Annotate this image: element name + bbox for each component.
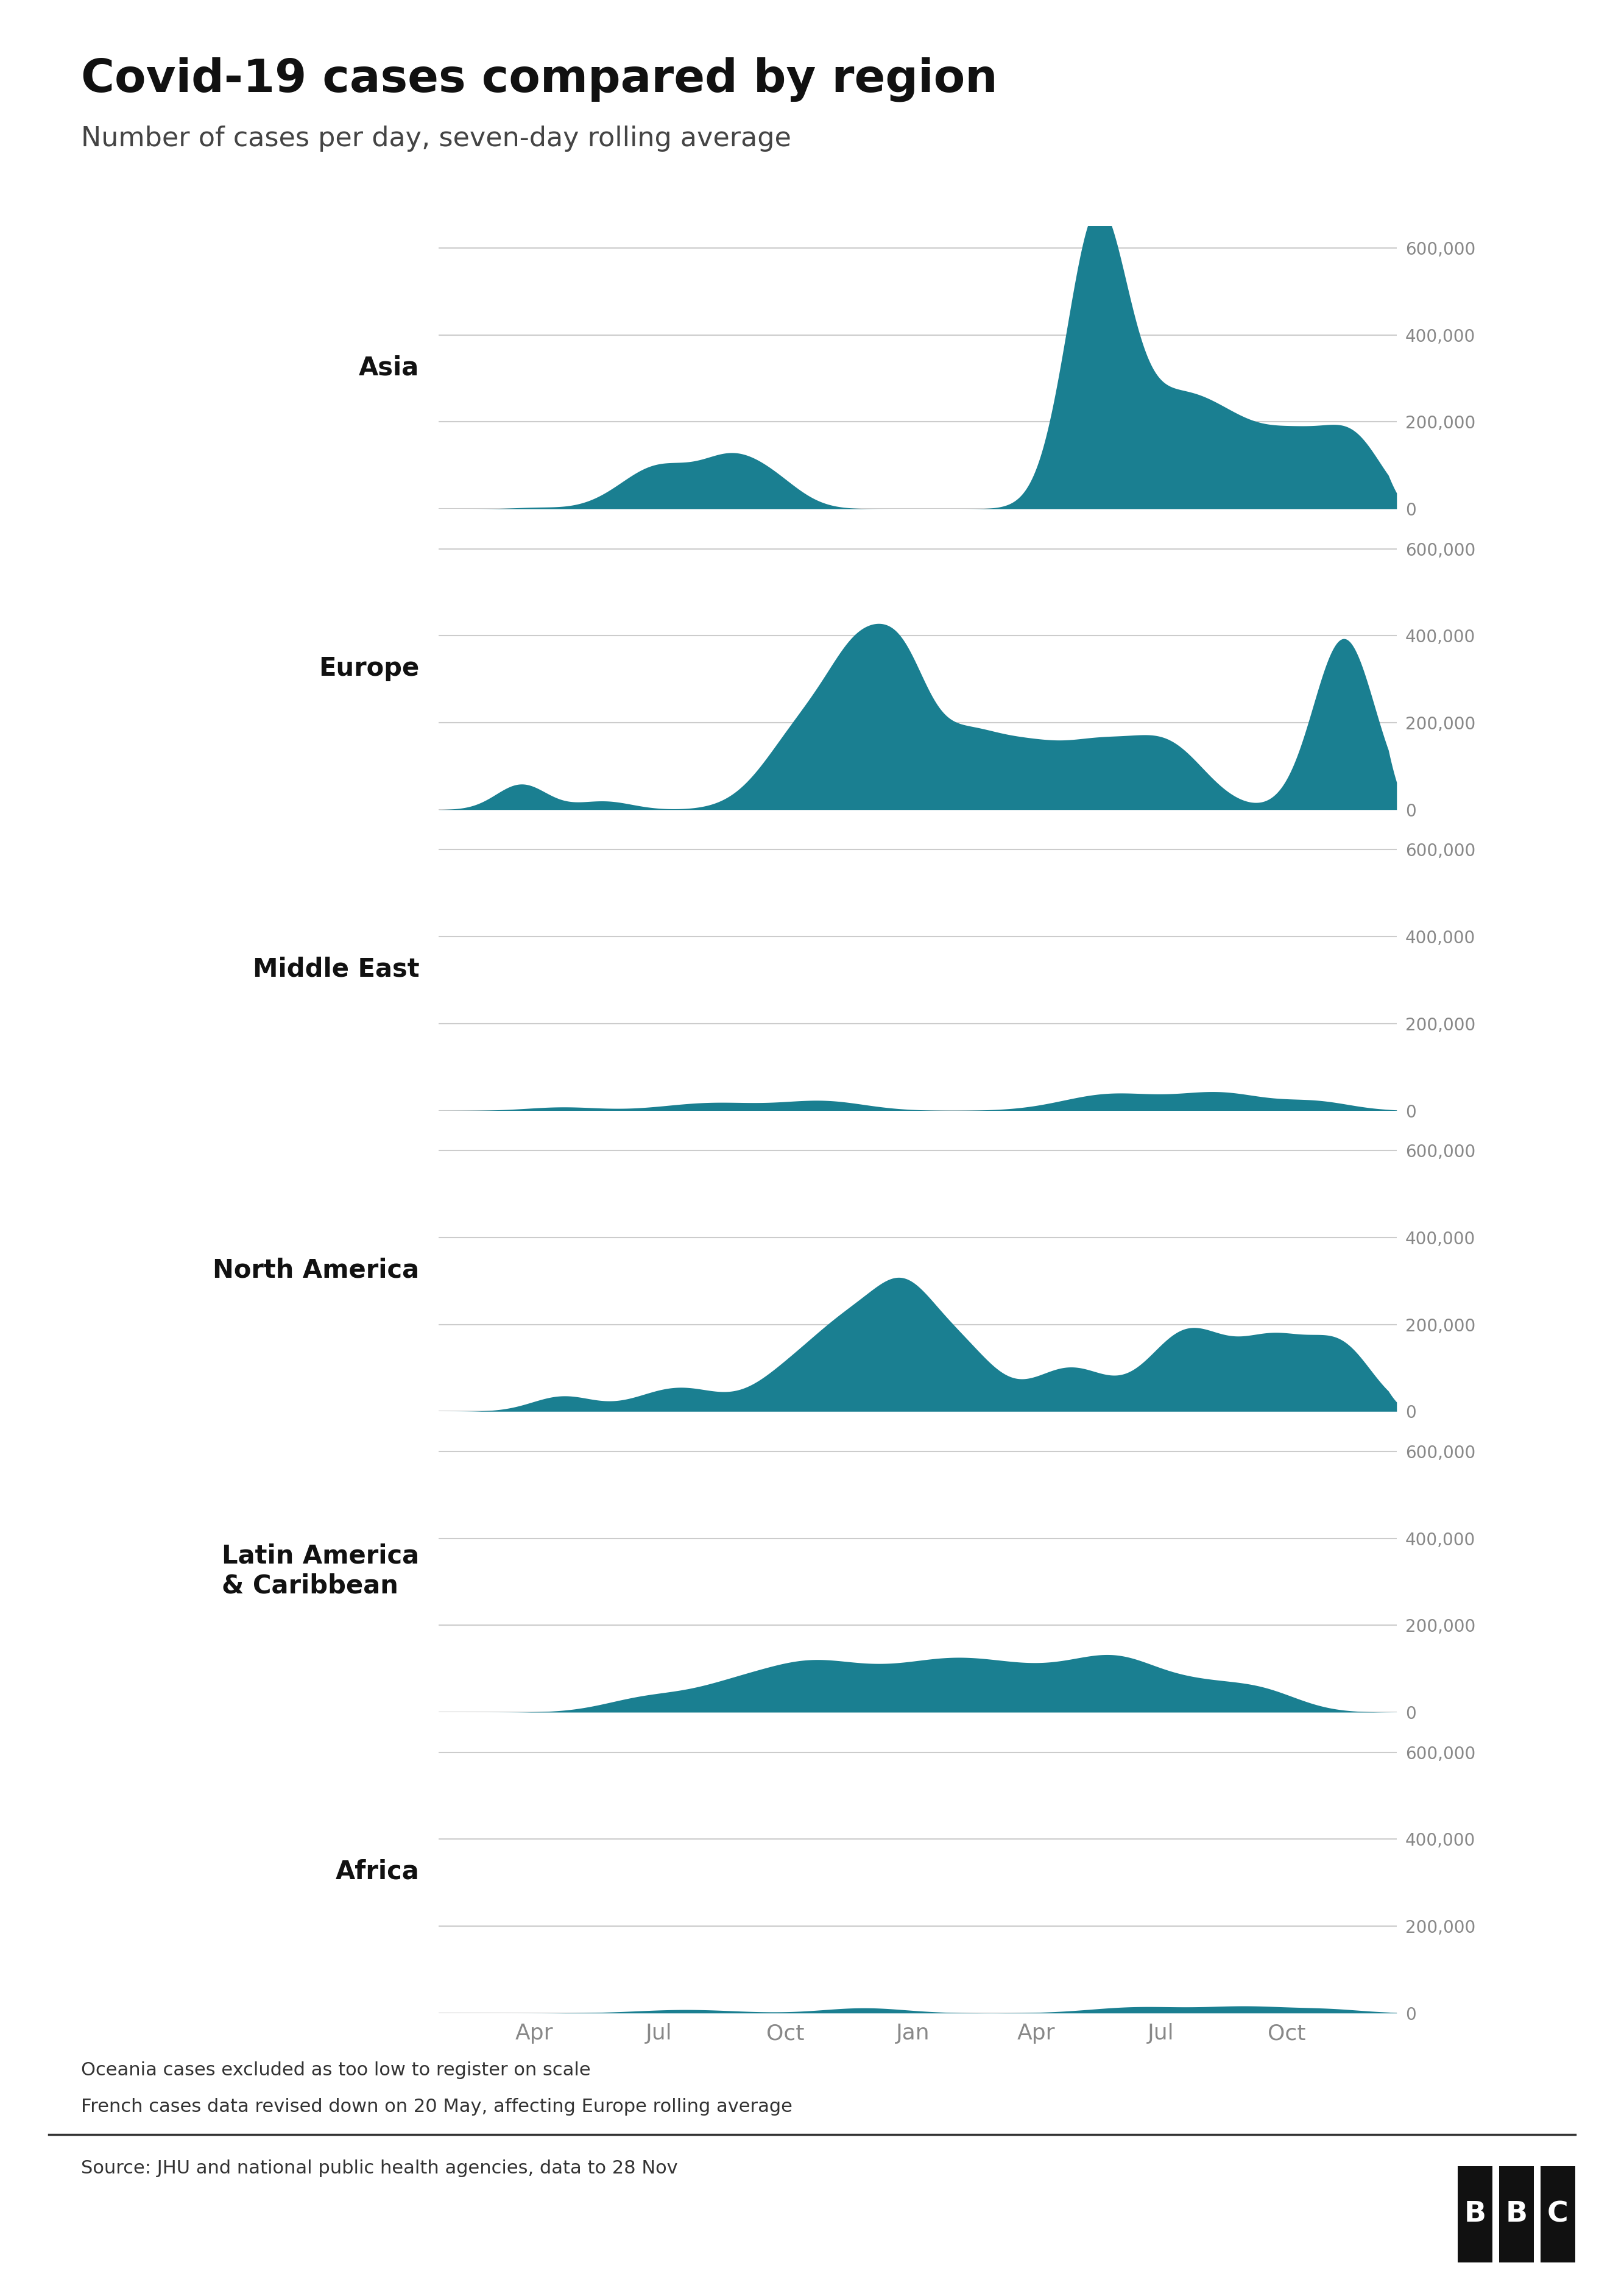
Text: B: B [1505, 2200, 1528, 2228]
Text: Oceania cases excluded as too low to register on scale: Oceania cases excluded as too low to reg… [81, 2061, 591, 2079]
Text: Latin America
& Caribbean: Latin America & Caribbean [222, 1542, 419, 1599]
Text: North America: North America [213, 1257, 419, 1282]
Text: B: B [1465, 2200, 1486, 2228]
Text: Source: JHU and national public health agencies, data to 28 Nov: Source: JHU and national public health a… [81, 2159, 677, 2178]
Text: Covid-19 cases compared by region: Covid-19 cases compared by region [81, 57, 997, 103]
Text: Europe: Europe [318, 656, 419, 681]
Text: Africa: Africa [336, 1860, 419, 1885]
Text: C: C [1548, 2200, 1569, 2228]
Text: Middle East: Middle East [253, 957, 419, 983]
Text: Asia: Asia [359, 354, 419, 379]
Text: French cases data revised down on 20 May, affecting Europe rolling average: French cases data revised down on 20 May… [81, 2098, 793, 2116]
Text: Number of cases per day, seven-day rolling average: Number of cases per day, seven-day rolli… [81, 126, 791, 151]
